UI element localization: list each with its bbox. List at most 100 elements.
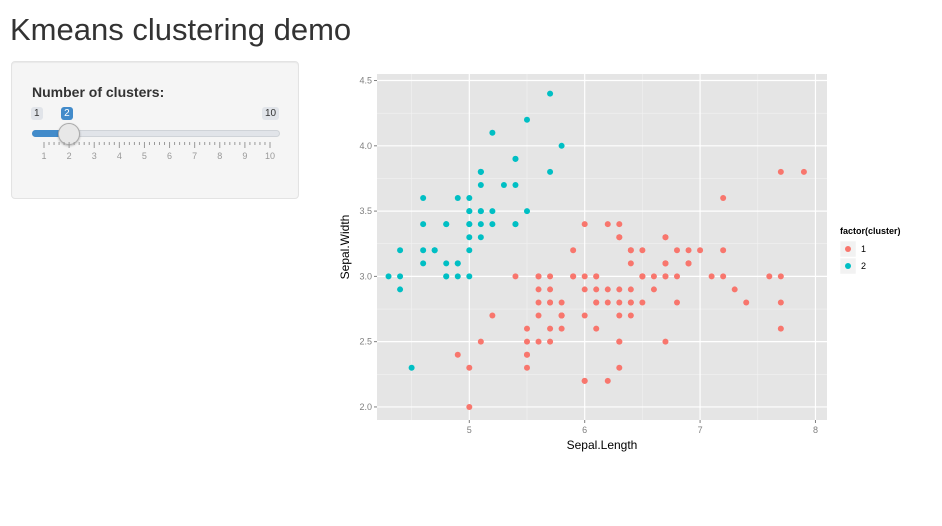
data-point-cluster-1 — [697, 247, 704, 254]
data-point-cluster-1 — [685, 247, 692, 254]
data-point-cluster-2 — [420, 247, 427, 254]
slider-tick-label: 2 — [67, 151, 72, 161]
legend-key-point — [845, 263, 851, 269]
y-tick-label: 2.0 — [359, 402, 372, 412]
slider-tick-label: 7 — [192, 151, 197, 161]
data-point-cluster-1 — [627, 299, 634, 306]
data-point-cluster-1 — [535, 338, 542, 345]
data-point-cluster-1 — [743, 299, 750, 306]
data-point-cluster-2 — [489, 221, 496, 228]
x-tick-label: 7 — [698, 425, 703, 435]
legend-title: factor(cluster) — [840, 226, 901, 236]
legend-key-point — [845, 246, 851, 252]
data-point-cluster-1 — [616, 312, 623, 319]
data-point-cluster-1 — [593, 299, 600, 306]
data-point-cluster-1 — [777, 273, 784, 280]
data-point-cluster-2 — [512, 181, 519, 188]
data-point-cluster-2 — [397, 286, 404, 293]
data-point-cluster-1 — [616, 286, 623, 293]
slider-min-label: 1 — [31, 107, 43, 120]
data-point-cluster-2 — [443, 260, 450, 267]
data-point-cluster-2 — [454, 273, 461, 280]
data-point-cluster-1 — [547, 286, 554, 293]
y-tick-label: 3.5 — [359, 206, 372, 216]
data-point-cluster-2 — [512, 155, 519, 162]
data-point-cluster-1 — [547, 273, 554, 280]
clusters-slider-label: Number of clusters: — [32, 84, 165, 100]
data-point-cluster-1 — [662, 273, 669, 280]
data-point-cluster-1 — [650, 273, 657, 280]
data-point-cluster-2 — [420, 260, 427, 267]
data-point-cluster-1 — [674, 247, 680, 254]
x-tick-label: 6 — [582, 425, 587, 435]
data-point-cluster-2 — [477, 168, 484, 175]
data-point-cluster-1 — [535, 299, 542, 306]
data-point-cluster-1 — [489, 312, 496, 319]
data-point-cluster-2 — [420, 195, 427, 202]
data-point-cluster-2 — [466, 195, 473, 202]
data-point-cluster-1 — [766, 273, 773, 280]
data-point-cluster-2 — [443, 221, 450, 228]
data-point-cluster-2 — [408, 364, 415, 371]
data-point-cluster-1 — [535, 312, 542, 319]
data-point-cluster-1 — [558, 325, 565, 332]
y-tick-label: 2.5 — [359, 337, 372, 347]
data-point-cluster-2 — [466, 208, 473, 215]
data-point-cluster-1 — [674, 273, 680, 280]
data-point-cluster-1 — [720, 273, 727, 280]
legend-label: 2 — [861, 261, 866, 271]
data-point-cluster-1 — [650, 286, 657, 293]
data-point-cluster-2 — [397, 247, 404, 254]
data-point-cluster-1 — [777, 299, 784, 306]
slider-max-label: 10 — [262, 107, 280, 120]
data-point-cluster-1 — [466, 364, 473, 371]
data-point-cluster-1 — [558, 299, 565, 306]
data-point-cluster-2 — [477, 181, 484, 188]
data-point-cluster-2 — [454, 260, 461, 267]
data-point-cluster-1 — [604, 286, 611, 293]
data-point-cluster-1 — [524, 338, 530, 345]
slider-fill — [32, 130, 70, 137]
data-point-cluster-2 — [385, 273, 392, 280]
data-point-cluster-1 — [604, 221, 611, 228]
data-point-cluster-1 — [593, 325, 600, 332]
page-title: Kmeans clustering demo — [10, 12, 352, 47]
data-point-cluster-2 — [477, 234, 484, 241]
sidebar-panel: Number of clusters: 1 10 2 1 2 3 4 5 6 7 8 9 10 — [11, 61, 299, 199]
data-point-cluster-1 — [454, 351, 461, 358]
slider-tick-label: 8 — [217, 151, 222, 161]
data-point-cluster-2 — [420, 221, 427, 228]
data-point-cluster-1 — [800, 168, 807, 175]
data-point-cluster-1 — [581, 273, 588, 280]
data-point-cluster-1 — [535, 273, 542, 280]
data-point-cluster-2 — [466, 273, 473, 280]
data-point-cluster-2 — [489, 208, 496, 215]
data-point-cluster-1 — [662, 234, 669, 241]
data-point-cluster-2 — [524, 208, 530, 215]
slider-value-label: 2 — [61, 107, 73, 120]
data-point-cluster-1 — [777, 325, 784, 332]
data-point-cluster-1 — [581, 221, 588, 228]
data-point-cluster-2 — [454, 195, 461, 202]
data-point-cluster-1 — [627, 247, 634, 254]
data-point-cluster-1 — [616, 364, 623, 371]
slider-grid: 1 2 3 4 5 6 7 8 9 10 — [41, 142, 275, 161]
slider-tick-label: 3 — [92, 151, 97, 161]
data-point-cluster-2 — [443, 273, 450, 280]
data-point-cluster-1 — [616, 338, 623, 345]
x-tick-label: 5 — [467, 425, 472, 435]
data-point-cluster-1 — [708, 273, 715, 280]
y-tick-label: 4.0 — [359, 141, 372, 151]
data-point-cluster-1 — [777, 168, 784, 175]
data-point-cluster-2 — [524, 116, 530, 123]
data-point-cluster-1 — [604, 377, 611, 384]
plot-panel — [377, 74, 827, 420]
data-point-cluster-1 — [524, 351, 530, 358]
y-axis-title: Sepal.Width — [338, 215, 352, 280]
data-point-cluster-2 — [397, 273, 404, 280]
slider-tick-label: 4 — [117, 151, 122, 161]
x-axis-title: Sepal.Length — [567, 438, 638, 452]
data-point-cluster-1 — [547, 325, 554, 332]
data-point-cluster-2 — [500, 181, 507, 188]
data-point-cluster-2 — [489, 129, 496, 136]
